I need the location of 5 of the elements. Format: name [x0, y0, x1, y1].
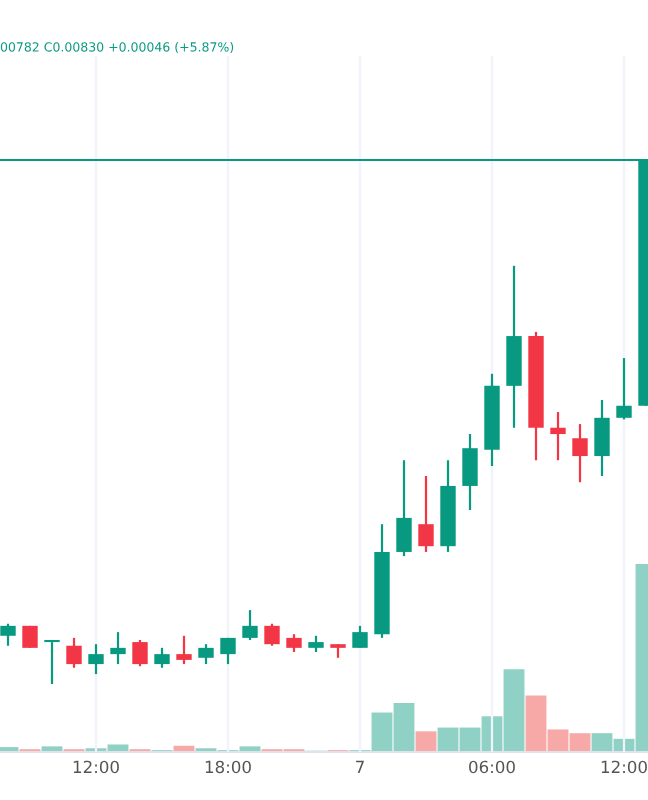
x-tick-label: 12:00	[73, 760, 119, 774]
x-tick-label: 12:00	[601, 760, 647, 774]
x-tick-label: 06:00	[469, 760, 515, 774]
x-tick-label: 7	[356, 760, 364, 773]
x-tick-label: 18:00	[205, 760, 251, 774]
